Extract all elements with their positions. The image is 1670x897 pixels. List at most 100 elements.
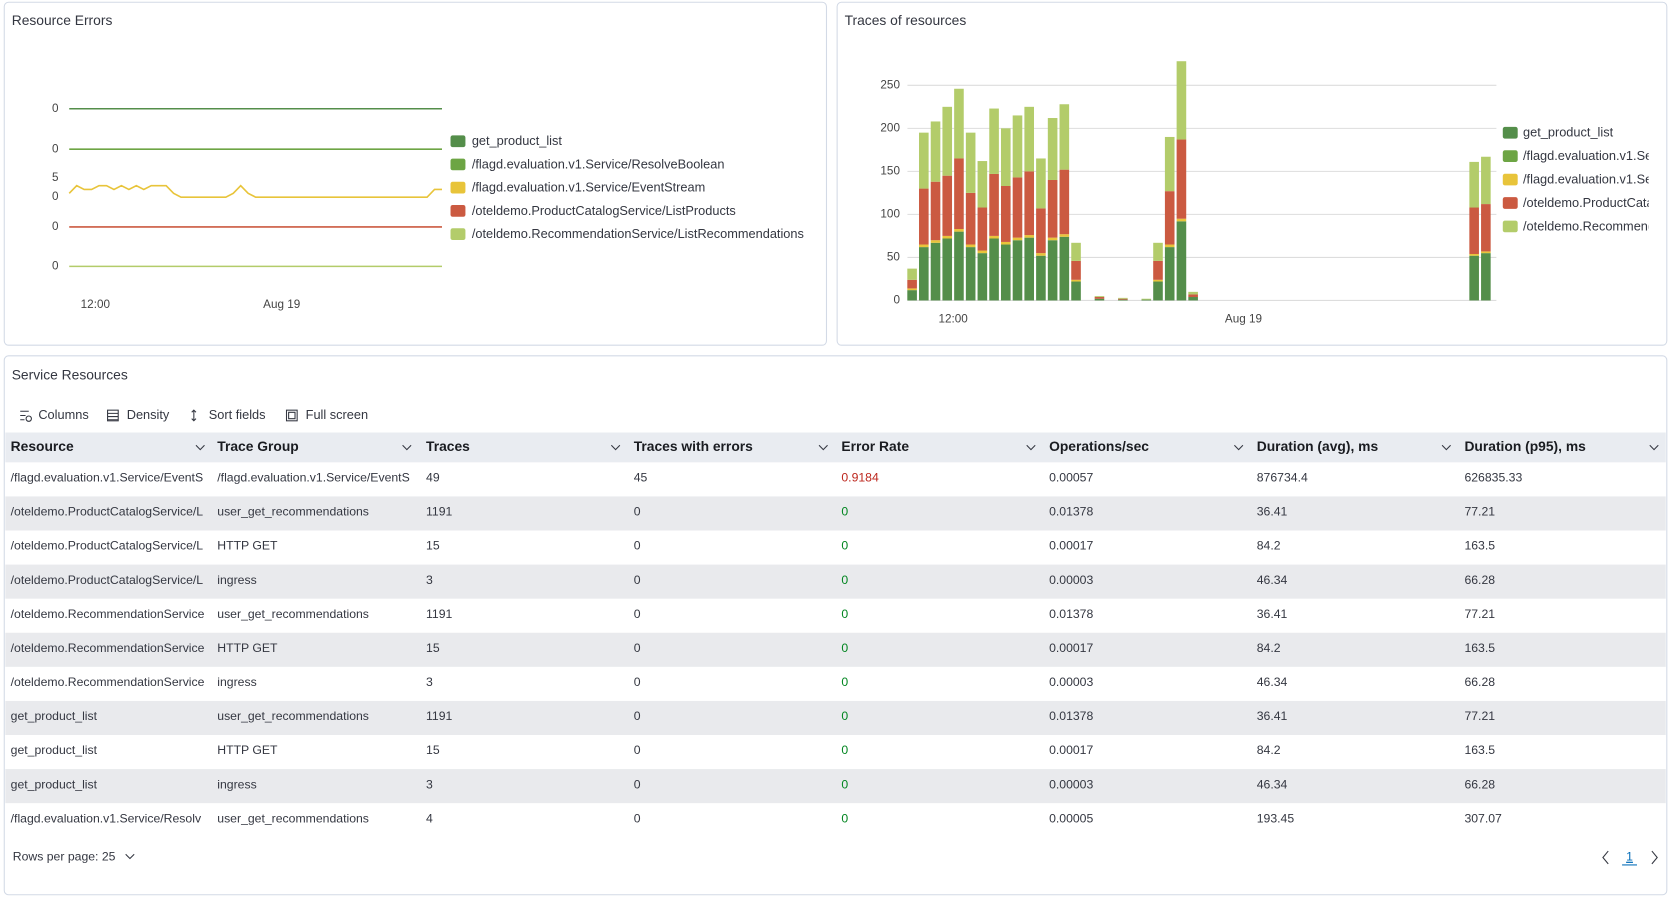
table-cell: 0 <box>634 539 641 553</box>
bar-segment <box>1188 294 1198 298</box>
table-cell: /oteldemo.RecommendationService <box>11 641 205 655</box>
panel-title: Traces of resources <box>845 12 967 28</box>
row-bg <box>5 496 1666 531</box>
table-cell: ingress <box>217 573 256 587</box>
table-cell: 0 <box>841 743 848 757</box>
y-tick-label: 0 <box>52 142 59 155</box>
sort-chevron <box>1649 444 1659 451</box>
table-cell: 0 <box>634 811 641 825</box>
table-cell: /flagd.evaluation.v1.Service/EventS <box>217 471 409 485</box>
legend-swatch <box>1502 150 1518 163</box>
table-cell: 0.9184 <box>841 471 879 485</box>
bar-segment <box>1036 255 1046 301</box>
bar-segment <box>1024 106 1035 172</box>
bar-segment <box>1047 240 1058 301</box>
legend-swatch <box>450 205 466 217</box>
bar-segment <box>1176 218 1187 222</box>
bar-segment <box>965 247 976 301</box>
legend-swatch <box>450 158 466 171</box>
bar-segment <box>1012 115 1023 178</box>
bar-segment <box>1047 118 1058 180</box>
bar-segment <box>1118 297 1128 299</box>
bar-segment <box>1036 253 1046 256</box>
row-bg <box>5 769 1666 804</box>
bar-segment <box>1469 255 1479 301</box>
x-tick-label: 12:00 <box>938 313 968 326</box>
bar-segment <box>1024 171 1035 236</box>
table-cell: 0 <box>841 811 848 825</box>
bar-segment <box>919 244 929 248</box>
toolbar-button[interactable]: Columns <box>38 407 88 422</box>
toolbar-button[interactable]: Density <box>127 407 170 422</box>
column-header[interactable]: Resource <box>11 438 74 454</box>
bar-segment <box>977 161 988 208</box>
panel <box>3 355 1668 896</box>
sort-chevron <box>1026 444 1036 451</box>
table-cell: HTTP GET <box>217 743 278 757</box>
table-cell: 307.07 <box>1464 811 1502 825</box>
toolbar-button[interactable]: Full screen <box>306 407 368 422</box>
legend-label: get_product_list <box>1523 125 1614 140</box>
table-cell: user_get_recommendations <box>217 811 369 825</box>
bar-segment <box>1012 237 1023 241</box>
column-header[interactable]: Error Rate <box>841 438 909 454</box>
legend-swatch <box>450 135 466 148</box>
table-cell: 0.01378 <box>1049 607 1093 621</box>
toolbar-button[interactable]: Sort fields <box>209 407 266 422</box>
x-tick-label: Aug 19 <box>263 298 300 311</box>
bar-segment <box>1164 244 1175 248</box>
table-cell: 0 <box>634 743 641 757</box>
legend-label: /flagd.evaluation.v1.Service/ResolveBool… <box>1523 148 1670 163</box>
table-cell: 77.21 <box>1464 709 1495 723</box>
sort-chevron <box>195 444 205 451</box>
y-tick-label: 5 <box>52 171 59 184</box>
bar-segment <box>954 231 964 301</box>
column-header[interactable]: Traces with errors <box>634 438 753 454</box>
table-cell: 3 <box>426 777 433 791</box>
table-cell: /oteldemo.ProductCatalogService/L <box>11 505 204 519</box>
bar-segment <box>1153 260 1163 280</box>
table-cell: /flagd.evaluation.v1.Service/Resolv <box>11 811 202 825</box>
bar-segment <box>942 235 953 239</box>
table-cell: 0.00003 <box>1049 777 1093 791</box>
bar-segment <box>989 173 999 236</box>
bar-segment <box>1000 241 1011 245</box>
column-header[interactable]: Operations/sec <box>1049 438 1149 454</box>
x-tick-label: 12:00 <box>81 298 111 311</box>
bar-segment <box>1469 253 1479 256</box>
table-cell: 1191 <box>426 607 453 621</box>
table-cell: 0 <box>634 573 641 587</box>
y-tick-label: 50 <box>887 251 901 264</box>
bar-segment <box>1164 247 1175 301</box>
bar-segment <box>1000 186 1011 242</box>
table-cell: 0.00017 <box>1049 539 1093 553</box>
bar-segment <box>1164 191 1175 245</box>
rows-per-page[interactable]: Rows per page: 25 <box>13 850 116 864</box>
table-cell: 163.5 <box>1464 743 1495 757</box>
legend-label: /flagd.evaluation.v1.Service/EventStream <box>1523 171 1670 186</box>
bar-segment <box>1000 244 1011 301</box>
column-header[interactable]: Duration (p95), ms <box>1464 438 1586 454</box>
bar-segment <box>1153 242 1163 261</box>
column-header[interactable]: Duration (avg), ms <box>1257 438 1379 454</box>
table-cell: 0.01378 <box>1049 709 1093 723</box>
table-cell: 0.01378 <box>1049 505 1093 519</box>
legend: get_product_list/flagd.evaluation.v1.Ser… <box>1502 125 1670 233</box>
next-page[interactable] <box>1651 850 1658 865</box>
bar-segment <box>930 121 941 182</box>
sort-chevron <box>818 444 828 451</box>
page-number[interactable]: 1 <box>1626 850 1633 864</box>
column-header[interactable]: Traces <box>426 438 470 454</box>
bar-segment <box>1153 279 1163 282</box>
legend-label: /oteldemo.RecommendationService/ListReco… <box>472 226 804 241</box>
prev-page[interactable] <box>1602 850 1609 865</box>
table-cell: 15 <box>426 641 440 655</box>
table-cell: 0.00017 <box>1049 641 1093 655</box>
legend-label: /oteldemo.ProductCatalogService/ListProd… <box>1523 195 1670 210</box>
bar-segment <box>1469 207 1479 254</box>
bar-segment <box>1012 177 1023 238</box>
y-tick-label: 0 <box>52 190 59 203</box>
table-cell: 36.41 <box>1257 505 1288 519</box>
table-cell: 3 <box>426 573 433 587</box>
column-header[interactable]: Trace Group <box>217 438 298 454</box>
